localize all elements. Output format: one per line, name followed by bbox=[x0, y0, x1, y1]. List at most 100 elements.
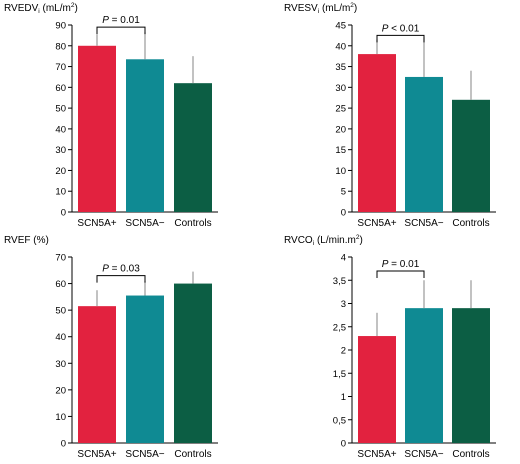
y-tick-label: 80 bbox=[55, 41, 66, 52]
y-tick-label: 60 bbox=[55, 279, 66, 290]
y-axis-label: RVEF (%) bbox=[4, 235, 49, 246]
bar-3 bbox=[452, 99, 490, 212]
p-value-label: P = 0.03 bbox=[102, 264, 140, 275]
bar-3 bbox=[174, 83, 212, 212]
y-axis-label-main: RVEF (%) bbox=[4, 235, 49, 246]
y-tick-label: 2 bbox=[341, 346, 346, 357]
significance-bracket bbox=[96, 26, 146, 35]
y-axis-label-subscript: i bbox=[318, 8, 319, 15]
p-value-label: P = 0.01 bbox=[102, 15, 140, 26]
y-axis-label-main: RVCO bbox=[284, 235, 313, 246]
p-value-text: < 0.01 bbox=[388, 23, 419, 34]
x-tick-label: Controls bbox=[174, 218, 211, 229]
y-tick-label: 45 bbox=[335, 21, 346, 32]
y-axis-label-subscript: i bbox=[313, 240, 314, 247]
p-value-letter: P bbox=[102, 264, 109, 275]
y-tick-label: 70 bbox=[55, 253, 66, 264]
bar-3 bbox=[174, 283, 212, 443]
y-tick-label: 30 bbox=[335, 83, 346, 94]
y-axis-label-superscript: 2 bbox=[356, 234, 360, 241]
y-axis-label-subscript: i bbox=[38, 8, 39, 15]
y-tick-label: 20 bbox=[55, 166, 66, 177]
x-tick-label: Controls bbox=[452, 449, 489, 460]
y-tick-label: 40 bbox=[335, 41, 346, 52]
p-value-text: = 0.01 bbox=[388, 259, 419, 270]
y-tick-label: 15 bbox=[335, 145, 346, 156]
y-tick-label: 50 bbox=[55, 104, 66, 115]
y-tick-label: 2,5 bbox=[333, 322, 346, 333]
significance-bracket bbox=[376, 270, 425, 278]
chart-panel-2: RVESVi (mL/m2) 0 5 10 15 20 25 30 35 40 45 SCN5A+ SC… bbox=[284, 2, 496, 229]
y-tick-label: 0 bbox=[341, 439, 346, 450]
y-tick-label: 90 bbox=[55, 21, 66, 32]
x-tick-label: SCN5A− bbox=[125, 218, 164, 229]
y-tick-label: 10 bbox=[55, 187, 66, 198]
x-tick-label: SCN5A+ bbox=[77, 449, 116, 460]
y-tick-label: 10 bbox=[55, 412, 66, 423]
y-axis-label-main: RVESV bbox=[284, 3, 318, 14]
bar-1 bbox=[78, 45, 116, 213]
y-axis-label-unit: (mL/m bbox=[40, 3, 71, 14]
y-tick-label: 3 bbox=[341, 299, 346, 310]
y-tick-label: 4 bbox=[341, 253, 346, 264]
y-axis-label-superscript: 2 bbox=[71, 2, 75, 9]
y-axis-label-close: ) bbox=[74, 3, 77, 14]
y-tick-label: 20 bbox=[55, 385, 66, 396]
chart-panel-3: RVEF (%) 0 10 20 30 40 50 60 70 SCN5A+ SCN5A− Contr… bbox=[4, 235, 218, 460]
y-tick-label: 70 bbox=[55, 62, 66, 73]
x-tick-label: SCN5A− bbox=[125, 449, 164, 460]
y-tick-label: 20 bbox=[335, 124, 346, 135]
y-tick-label: 40 bbox=[55, 332, 66, 343]
y-axis-label: RVCOi (L/min.m2) bbox=[284, 234, 363, 247]
y-tick-label: 5 bbox=[341, 187, 346, 198]
x-tick-label: Controls bbox=[452, 218, 489, 229]
bar-2 bbox=[405, 76, 443, 212]
y-axis-label-unit: (mL/m bbox=[319, 3, 350, 14]
y-axis-label: RVESVi (mL/m2) bbox=[284, 2, 357, 15]
y-tick-label: 35 bbox=[335, 62, 346, 73]
y-tick-label: 40 bbox=[55, 124, 66, 135]
y-axis-label-close: ) bbox=[359, 235, 362, 246]
y-tick-label: 0 bbox=[61, 208, 66, 219]
bar-3 bbox=[452, 308, 490, 443]
y-tick-label: 60 bbox=[55, 83, 66, 94]
y-axis-label-close: ) bbox=[354, 3, 357, 14]
p-value-letter: P bbox=[102, 15, 109, 26]
p-value-text: = 0.03 bbox=[109, 264, 140, 275]
bar-1 bbox=[78, 306, 116, 443]
y-axis-label-superscript: 2 bbox=[350, 2, 354, 9]
p-value-label: P < 0.01 bbox=[382, 23, 420, 34]
bar-1 bbox=[358, 336, 396, 443]
y-tick-label: 3,5 bbox=[333, 276, 346, 287]
significance-bracket bbox=[96, 275, 146, 283]
p-value-letter: P bbox=[382, 259, 389, 270]
y-tick-label: 30 bbox=[55, 145, 66, 156]
bar-2 bbox=[405, 308, 443, 443]
chart-panel-1: RVEDVi (mL/m2) 0 10 20 30 40 50 60 70 80 90 SCN5A+ S… bbox=[4, 2, 218, 229]
bar-2 bbox=[126, 59, 164, 213]
y-axis-label-unit: (L/min.m bbox=[314, 235, 356, 246]
x-tick-label: SCN5A+ bbox=[77, 218, 116, 229]
y-axis-label: RVEDVi (mL/m2) bbox=[4, 2, 78, 15]
x-tick-label: SCN5A− bbox=[404, 449, 443, 460]
y-tick-label: 0,5 bbox=[333, 415, 346, 426]
p-value-letter: P bbox=[382, 23, 389, 34]
p-value-label: P = 0.01 bbox=[382, 259, 420, 270]
x-tick-label: SCN5A+ bbox=[357, 449, 396, 460]
y-axis-label-main: RVEDV bbox=[4, 3, 39, 14]
y-tick-label: 25 bbox=[335, 104, 346, 115]
bar-1 bbox=[358, 54, 396, 212]
bar-2 bbox=[126, 295, 164, 443]
x-tick-label: Controls bbox=[174, 449, 211, 460]
y-tick-label: 0 bbox=[61, 439, 66, 450]
y-tick-label: 1 bbox=[341, 392, 346, 403]
x-tick-label: SCN5A− bbox=[404, 218, 443, 229]
y-tick-label: 50 bbox=[55, 306, 66, 317]
x-tick-label: SCN5A+ bbox=[357, 218, 396, 229]
y-tick-label: 0 bbox=[341, 208, 346, 219]
y-tick-label: 1,5 bbox=[333, 369, 346, 380]
p-value-text: = 0.01 bbox=[109, 15, 140, 26]
significance-bracket bbox=[376, 34, 425, 43]
